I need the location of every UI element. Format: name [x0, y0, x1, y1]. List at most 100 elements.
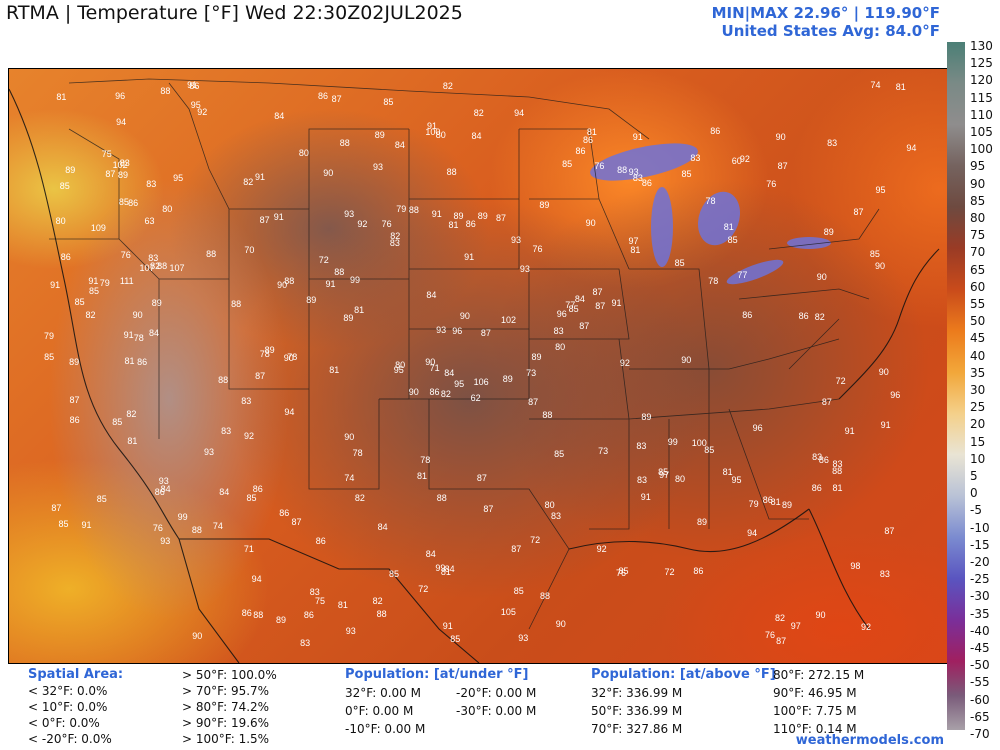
- station-temperature-label: 92: [596, 543, 607, 554]
- station-temperature-label: 83: [551, 510, 562, 521]
- station-temperature-label: 86: [762, 495, 773, 506]
- station-temperature-label: 91: [611, 298, 622, 309]
- station-temperature-label: 84: [377, 521, 388, 532]
- station-temperature-label: 89: [117, 170, 128, 181]
- station-temperature-label: 95: [173, 172, 184, 183]
- station-temperature-label: 71: [243, 544, 254, 555]
- population-under-line: -10°F: 0.00 M: [345, 722, 426, 736]
- station-temperature-label: 89: [782, 499, 793, 510]
- station-temperature-label: 72: [530, 535, 541, 546]
- station-temperature-label: 87: [884, 526, 895, 537]
- station-temperature-label: 86: [60, 252, 71, 263]
- station-temperature-label: 88: [231, 299, 242, 310]
- station-temperature-label: 90: [815, 609, 826, 620]
- station-temperature-label: 99: [435, 562, 446, 573]
- station-temperature-label: 86: [303, 610, 314, 621]
- station-temperature-label: 91: [442, 620, 453, 631]
- colorbar-tick: -60: [970, 692, 990, 707]
- station-temperature-label: 91: [325, 279, 336, 290]
- station-temperature-label: 94: [514, 108, 525, 119]
- station-temperature-label: 95: [875, 184, 886, 195]
- station-temperature-label: 100: [691, 437, 707, 448]
- colorbar-tick: 15: [970, 434, 986, 449]
- station-temperature-label: 83: [553, 326, 564, 337]
- station-temperature-label: 78: [287, 352, 298, 363]
- station-temperature-label: 86: [128, 197, 139, 208]
- station-temperature-label: 92: [861, 622, 872, 633]
- station-temperature-label: 83: [146, 179, 157, 190]
- station-temperature-label: 89: [823, 227, 834, 238]
- colorbar-tick: -35: [970, 606, 990, 621]
- station-temperature-label: 99: [349, 275, 360, 286]
- station-temperature-label: 95: [393, 364, 404, 375]
- station-temperature-label: 91: [427, 121, 438, 132]
- station-temperature-label: 90: [323, 168, 334, 179]
- station-temperature-label: 93: [628, 167, 639, 178]
- station-temperature-label: 82: [150, 261, 161, 272]
- station-temperature-label: 89: [502, 374, 513, 385]
- station-temperature-label: 80: [675, 474, 686, 485]
- station-temperature-label: 107: [139, 262, 155, 273]
- station-temperature-label: 89: [641, 412, 652, 423]
- station-temperature-label: 86: [317, 91, 328, 102]
- station-temperature-label: 82: [440, 388, 451, 399]
- station-temperature-label: 81: [127, 435, 138, 446]
- population-under-line: -20°F: 0.00 M: [456, 686, 537, 700]
- station-temperature-label: 88: [436, 492, 447, 503]
- state-borders: [9, 78, 940, 663]
- spatial-below-line: < -20°F: 0.0%: [28, 732, 112, 746]
- station-temperature-label: 83: [827, 137, 838, 148]
- colorbar-tick: 5: [970, 469, 978, 483]
- station-temperature-label: 83: [812, 451, 823, 462]
- station-temperature-label: 85: [704, 444, 715, 455]
- station-temperature-label: 85: [59, 181, 70, 192]
- station-temperature-label: 88: [542, 409, 553, 420]
- station-temperature-label: 81: [770, 497, 781, 508]
- station-temperature-label: 86: [693, 565, 704, 576]
- station-temperature-label: 86: [279, 508, 290, 519]
- colorbar-tick: -25: [970, 572, 990, 587]
- station-temperature-label: 83: [241, 395, 252, 406]
- lake-michigan: [651, 187, 673, 267]
- station-temperature-label: 94: [251, 574, 262, 585]
- station-temperature-label: 86: [798, 310, 809, 321]
- station-temperature-label: 85: [513, 586, 524, 597]
- station-temperature-label: 87: [853, 207, 864, 218]
- station-temperature-label: 86: [742, 309, 753, 320]
- spatial-above-line: > 90°F: 19.6%: [182, 716, 270, 730]
- station-temperature-label: 95: [190, 99, 201, 110]
- station-temperature-label: 96: [452, 325, 463, 336]
- colorbar-tick: -30: [970, 589, 990, 604]
- temperature-map[interactable]: 62 63 71 96 87 89 93 89 92 92 84 95 90 97 90 91 93 99 99 94…: [8, 68, 948, 664]
- station-temperature-label: 91: [640, 491, 651, 502]
- station-temperature-label: 86: [137, 356, 148, 367]
- credit-link[interactable]: weathermodels.com: [795, 733, 944, 748]
- station-temperature-label: 89: [264, 344, 275, 355]
- map-title: RTMA | Temperature [°F] Wed 22:30Z02JUL2…: [6, 2, 463, 24]
- station-temperature-label: 86: [575, 145, 586, 156]
- population-above-line: 110°F: 0.14 M: [773, 722, 857, 736]
- colorbar-tick: -70: [970, 727, 990, 741]
- station-temperature-label: 76: [532, 244, 543, 255]
- station-temperature-label: 91: [123, 329, 134, 340]
- station-temperature-label: 81: [440, 567, 451, 578]
- station-temperature-label: 83: [632, 173, 643, 184]
- station-temperature-label: 91: [50, 280, 61, 291]
- station-temperature-label: 93: [373, 162, 384, 173]
- station-temperature-label: 80: [544, 500, 555, 511]
- station-temperature-label: 87: [483, 503, 494, 514]
- station-temperature-label: 93: [511, 235, 522, 246]
- station-temperature-label: 90: [192, 630, 203, 641]
- station-temperature-label: 89: [65, 165, 76, 176]
- station-temperature-label: 87: [579, 320, 590, 331]
- colorbar-tick: 40: [970, 348, 986, 363]
- station-temperature-label: 74: [344, 473, 355, 484]
- us-average-readout: United States Avg: 84.0°F: [721, 22, 940, 40]
- station-temperature-label: 85: [568, 303, 579, 314]
- station-temperature-label: 92: [357, 219, 368, 230]
- station-temperature-label: 90: [878, 367, 889, 378]
- colorbar-tick: 115: [970, 90, 993, 105]
- station-temperature-label: 82: [85, 309, 96, 320]
- colorbar-tick: -55: [970, 675, 990, 690]
- station-temperature-label: 89: [697, 517, 708, 528]
